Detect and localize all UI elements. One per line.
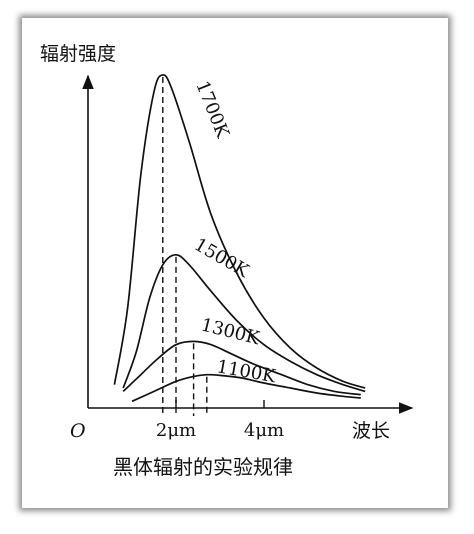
x-tick-label-0: 2μm (156, 420, 196, 441)
curve-1700K (113, 74, 366, 389)
series-curves (113, 74, 366, 403)
figure-frame (22, 18, 448, 508)
x-axis-label: 波长 (352, 420, 390, 442)
origin-label: O (70, 420, 86, 442)
series-label-1100K: 1100K (215, 356, 278, 387)
x-tick-label-1: 4μm (244, 420, 284, 441)
y-axis-label: 辐射强度 (40, 43, 116, 65)
curve-1500K (122, 253, 366, 393)
curve-1100K (131, 373, 361, 403)
series-label-1700K: 1700K (191, 78, 233, 141)
peak-markers (162, 77, 208, 416)
chart-title: 黑体辐射的实验规律 (113, 455, 293, 479)
curve-1300K (122, 340, 361, 396)
x-ticks: 2μm 4μm (156, 400, 284, 441)
